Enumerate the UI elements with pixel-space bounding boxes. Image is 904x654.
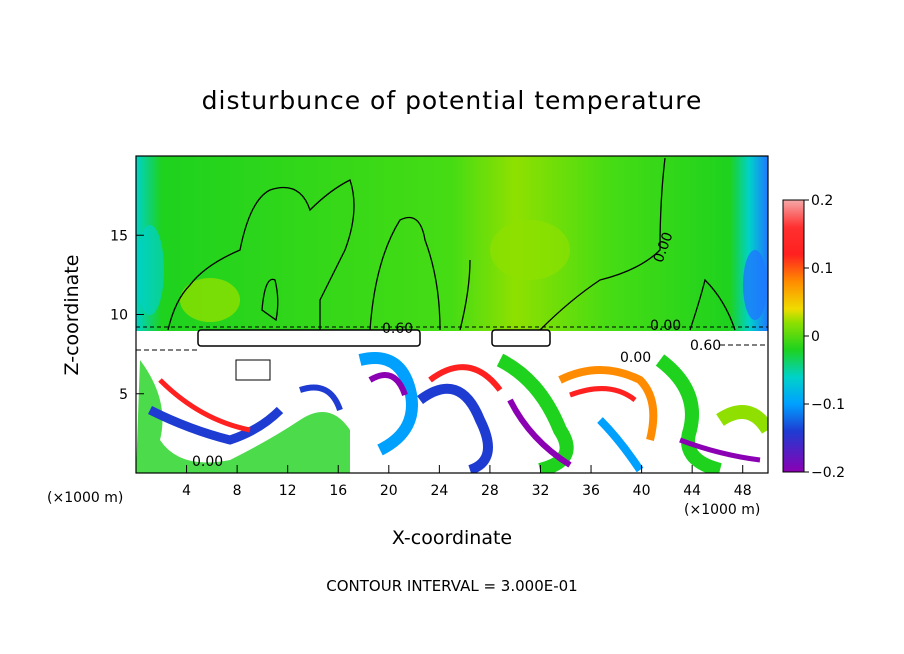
- chart-title: disturbunce of potential temperature: [201, 86, 703, 115]
- colorbar-tick-label: −0.2: [811, 465, 845, 481]
- colorbar-tick-label: 0.1: [811, 261, 833, 277]
- colorbar-tick-label: 0: [811, 329, 820, 345]
- y-axis: 5 10 15: [110, 228, 144, 403]
- x-tick-label: 40: [633, 483, 651, 499]
- x-tick-label: 12: [279, 483, 297, 499]
- x-tick-label: 28: [481, 483, 499, 499]
- contour-interval-note: CONTOUR INTERVAL = 3.000E-01: [326, 577, 578, 595]
- colorbar-axis: 0.2 0.1 0 −0.1 −0.2: [804, 193, 845, 481]
- x-tick-label: 32: [532, 483, 550, 499]
- y-tick-label: 10: [110, 308, 128, 324]
- x-tick-label: 16: [329, 483, 347, 499]
- contour-label-4: 0.00: [650, 318, 681, 334]
- contour-label-2: 0.60: [382, 321, 413, 337]
- colorbar-tick-label: 0.2: [811, 193, 833, 209]
- x-tick-label: 48: [734, 483, 752, 499]
- x-axis: 4 8 12 16 20 24 28 32 36 40 44 48: [182, 465, 752, 499]
- contour-label-6: 0.00: [620, 350, 651, 366]
- y-tick-label: 5: [119, 387, 128, 403]
- heatmap-field: 0.00 0.60 0.00 0.00 0.60 0.00: [136, 156, 768, 473]
- x-tick-label: 20: [380, 483, 398, 499]
- y-axis-label: Z-coordinate: [61, 254, 83, 376]
- contour-label-3: 0.00: [192, 454, 223, 470]
- x-tick-label: 44: [683, 483, 701, 499]
- x-axis-label: X-coordinate: [391, 527, 513, 549]
- y-unit-label: (×1000 m): [47, 490, 124, 506]
- colorbar-tick-label: −0.1: [811, 397, 845, 413]
- x-unit-label: (×1000 m): [684, 502, 761, 518]
- contour-label-5: 0.60: [690, 338, 721, 354]
- y-tick-label: 15: [110, 228, 128, 244]
- colorbar: [782, 199, 805, 473]
- x-tick-label: 4: [182, 483, 191, 499]
- x-tick-label: 24: [430, 483, 448, 499]
- x-tick-label: 8: [233, 483, 242, 499]
- x-tick-label: 36: [582, 483, 600, 499]
